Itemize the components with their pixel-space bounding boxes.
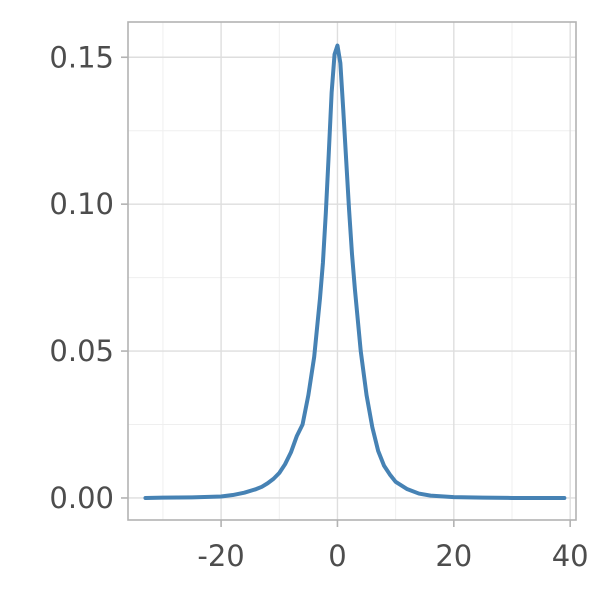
x-tick-label: 0 xyxy=(328,539,346,573)
x-axis: -20 0 20 40 xyxy=(197,520,589,573)
y-tick-label: 0.00 xyxy=(49,481,114,515)
density-line xyxy=(143,43,567,500)
y-tick-label: 0.10 xyxy=(49,187,114,221)
y-axis: 0.00 0.05 0.10 0.15 xyxy=(49,40,128,515)
panel-border xyxy=(127,21,577,521)
y-tick-label: 0.15 xyxy=(49,40,114,74)
x-tick-label: 20 xyxy=(435,539,472,573)
x-tick-label: 40 xyxy=(552,539,589,573)
y-tick-label: 0.05 xyxy=(49,334,114,368)
grid-major xyxy=(128,22,576,520)
x-tick-label: -20 xyxy=(197,539,244,573)
